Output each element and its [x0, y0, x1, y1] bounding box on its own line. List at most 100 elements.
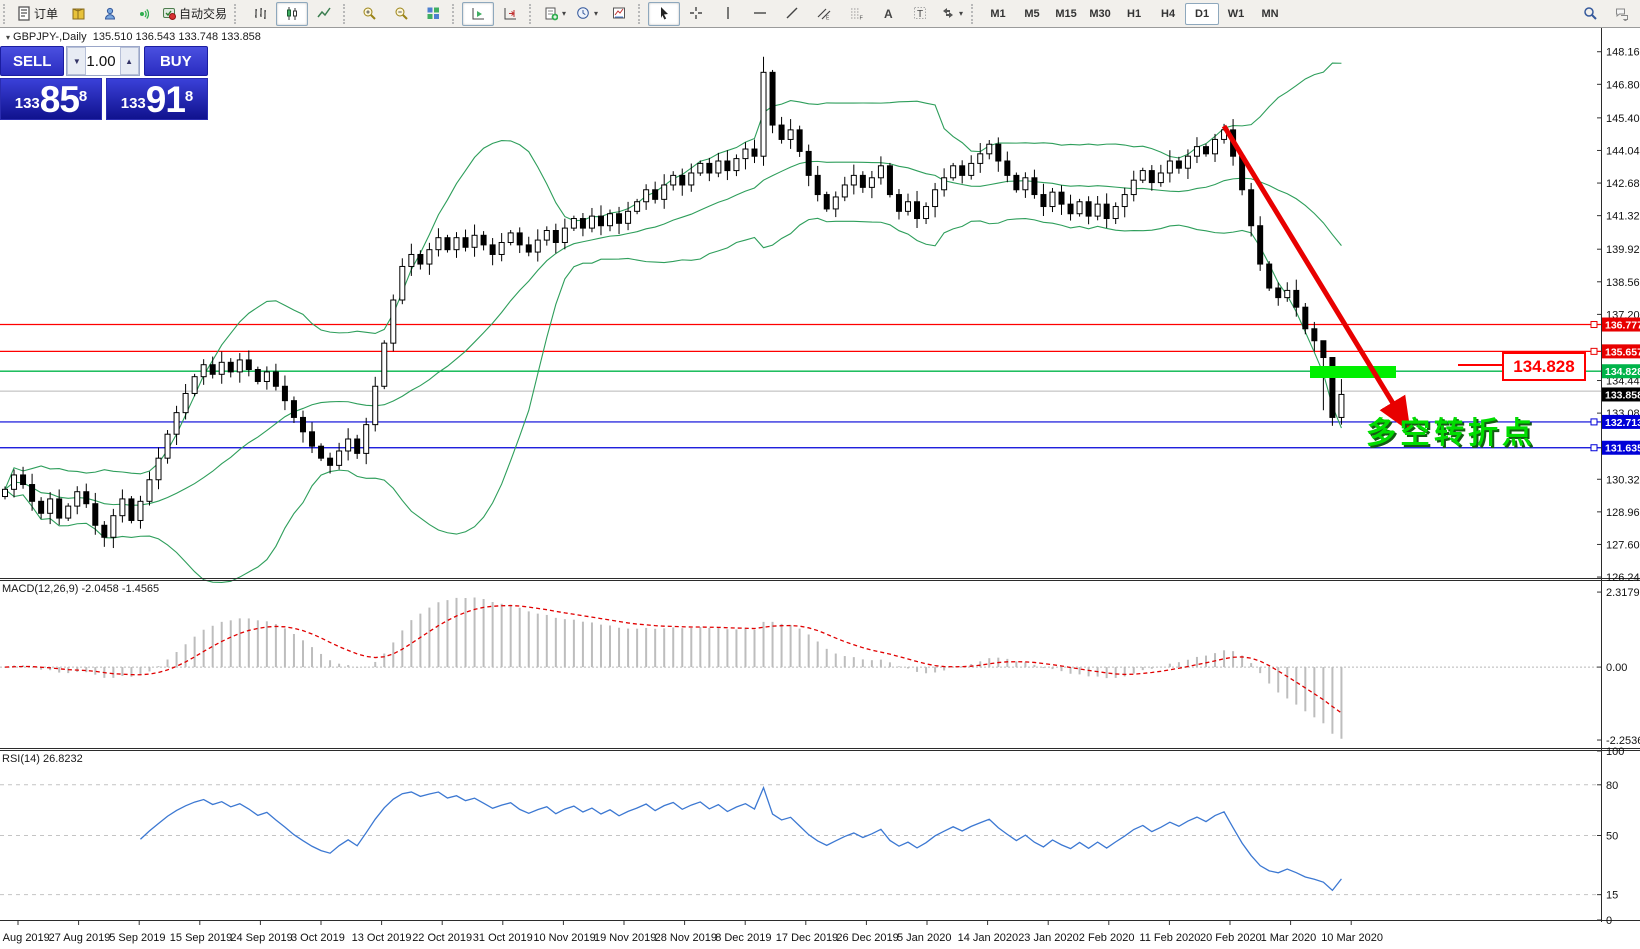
one-click-trade-panel: SELL ▼ 1.00 ▲ BUY 133 85 8 133 91 8	[0, 46, 208, 120]
zoom-in-icon	[362, 6, 376, 21]
timeframe-d1-button[interactable]: D1	[1185, 2, 1220, 25]
buy-price-sup: 8	[184, 88, 194, 105]
svg-text:141.320: 141.320	[1606, 211, 1640, 223]
timeframe-w1-button[interactable]: W1	[1227, 7, 1245, 20]
timeframe-h4-button[interactable]: H4	[1161, 7, 1176, 20]
sell-button[interactable]: SELL	[0, 46, 65, 76]
timeframe-h1-button[interactable]: H1	[1127, 7, 1142, 20]
buy-price-display[interactable]: 133 91 8	[106, 78, 208, 120]
fibonacci-icon: F	[849, 6, 863, 21]
tile-windows-icon	[426, 6, 440, 21]
timeframe-m1-button[interactable]: M1	[990, 7, 1006, 20]
cursor-button[interactable]	[648, 1, 681, 26]
new-chart-button[interactable]: ▾	[539, 2, 571, 26]
crosshair-button[interactable]	[680, 2, 712, 26]
chart-shift-button[interactable]	[494, 2, 526, 26]
svg-text:132.713: 132.713	[1605, 417, 1640, 429]
svg-text:148.160: 148.160	[1606, 47, 1640, 59]
chat-button[interactable]	[1606, 2, 1638, 26]
arrows-button[interactable]: ▾	[936, 2, 968, 26]
chart-title-symbol: GBPJPY-,Daily	[13, 31, 87, 43]
macd-label: MACD(12,26,9) -2.0458 -1.4565	[2, 583, 159, 595]
channel-button[interactable]: E	[808, 2, 840, 26]
contest-button[interactable]	[94, 2, 126, 26]
svg-text:T: T	[917, 9, 923, 20]
volume-stepper[interactable]: ▼ 1.00 ▲	[66, 46, 140, 76]
trendline-button[interactable]	[776, 2, 808, 26]
svg-text:134.828: 134.828	[1605, 366, 1640, 378]
autotrading-icon	[162, 6, 177, 21]
svg-text:133.858: 133.858	[1605, 389, 1640, 401]
signals-button[interactable]	[126, 2, 158, 26]
svg-text:142.680: 142.680	[1606, 178, 1640, 190]
text-button[interactable]: A	[872, 2, 904, 26]
timeframe-m5-button[interactable]: M5	[1024, 7, 1040, 20]
toolbar-grip	[971, 3, 978, 24]
autotrading-button-label: 自动交易	[179, 7, 228, 21]
dropdown-caret-icon[interactable]: ▾	[594, 9, 599, 18]
auto-scroll-button[interactable]	[462, 1, 495, 26]
search-button[interactable]	[1574, 2, 1606, 26]
candlestick-icon	[285, 6, 299, 21]
sell-price-display[interactable]: 133 85 8	[0, 78, 102, 120]
hline-objects[interactable]	[0, 323, 1601, 449]
zoom-out-button[interactable]	[385, 2, 417, 26]
svg-text:27 Aug 2019: 27 Aug 2019	[49, 932, 111, 944]
rsi-name: RSI(14)	[2, 753, 40, 765]
svg-text:10 Nov 2019: 10 Nov 2019	[533, 932, 595, 944]
dropdown-caret-icon[interactable]: ▾	[562, 9, 567, 18]
label-button[interactable]: T	[904, 2, 936, 26]
fibonacci-button[interactable]: F	[840, 2, 872, 26]
turning-point-note[interactable]: 多空转折点	[1366, 417, 1536, 450]
downtrend-arrow[interactable]	[1221, 124, 1411, 433]
toolbar-grip	[452, 3, 459, 24]
volume-increase-icon[interactable]: ▲	[119, 47, 139, 75]
autotrading-button[interactable]: 自动交易	[158, 2, 231, 26]
bar-chart-button[interactable]	[244, 2, 276, 26]
svg-text:2.3179: 2.3179	[1606, 587, 1640, 599]
line-chart-icon	[317, 6, 331, 21]
highlight-bar[interactable]	[1310, 366, 1396, 378]
svg-text:15 Sep 2019: 15 Sep 2019	[170, 932, 232, 944]
timeframe-m30-button[interactable]: M30	[1089, 7, 1111, 20]
timeframe-mn-button[interactable]: MN	[1261, 7, 1279, 20]
buy-price-big: 91	[145, 79, 186, 120]
indicators-button[interactable]	[603, 2, 635, 26]
svg-text:1 Mar 2020: 1 Mar 2020	[1261, 932, 1317, 944]
svg-text:126.240: 126.240	[1606, 572, 1640, 584]
price-axis[interactable]: 148.160 146.800 145.400 144.040 142.680 141.3…	[1590, 47, 1640, 927]
zoom-in-button[interactable]	[353, 2, 385, 26]
svg-text:22 Oct 2019: 22 Oct 2019	[412, 932, 472, 944]
macd-main-value: -2.0458	[81, 583, 119, 595]
new-order-button[interactable]: 订单	[13, 2, 62, 26]
svg-text:0: 0	[1606, 915, 1612, 927]
rsi-label: RSI(14) 26.8232	[2, 753, 83, 765]
tile-windows-button[interactable]	[417, 2, 449, 26]
hline-button[interactable]	[744, 2, 776, 26]
bollinger-bands	[4, 62, 1342, 583]
svg-text:2 Feb 2020: 2 Feb 2020	[1079, 932, 1135, 944]
vline-button[interactable]	[712, 2, 744, 26]
volume-value[interactable]: 1.00	[86, 52, 116, 70]
period-button[interactable]: ▾	[571, 2, 603, 26]
timeframe-m15-button[interactable]: M15	[1055, 7, 1077, 20]
buy-price-small: 133	[120, 95, 146, 112]
volume-decrease-icon[interactable]: ▼	[67, 47, 87, 75]
dropdown-caret-icon[interactable]: ▾	[959, 9, 964, 18]
line-chart-button[interactable]	[308, 2, 340, 26]
svg-text:128.960: 128.960	[1606, 507, 1640, 519]
buy-button[interactable]: BUY	[143, 46, 208, 76]
toolbar-right-group	[1574, 2, 1638, 26]
contest-icon	[103, 6, 117, 21]
svg-text:3 Oct 2019: 3 Oct 2019	[291, 932, 345, 944]
sell-price-big: 85	[39, 79, 80, 120]
svg-text:130.320: 130.320	[1606, 474, 1640, 486]
arrows-icon	[941, 6, 955, 21]
history-center-button[interactable]	[62, 2, 94, 26]
svg-text:15: 15	[1606, 890, 1618, 902]
price-callout-box[interactable]: 134.828	[1502, 352, 1586, 381]
svg-text:134.440: 134.440	[1606, 376, 1640, 388]
candlestick-button[interactable]	[276, 1, 309, 26]
